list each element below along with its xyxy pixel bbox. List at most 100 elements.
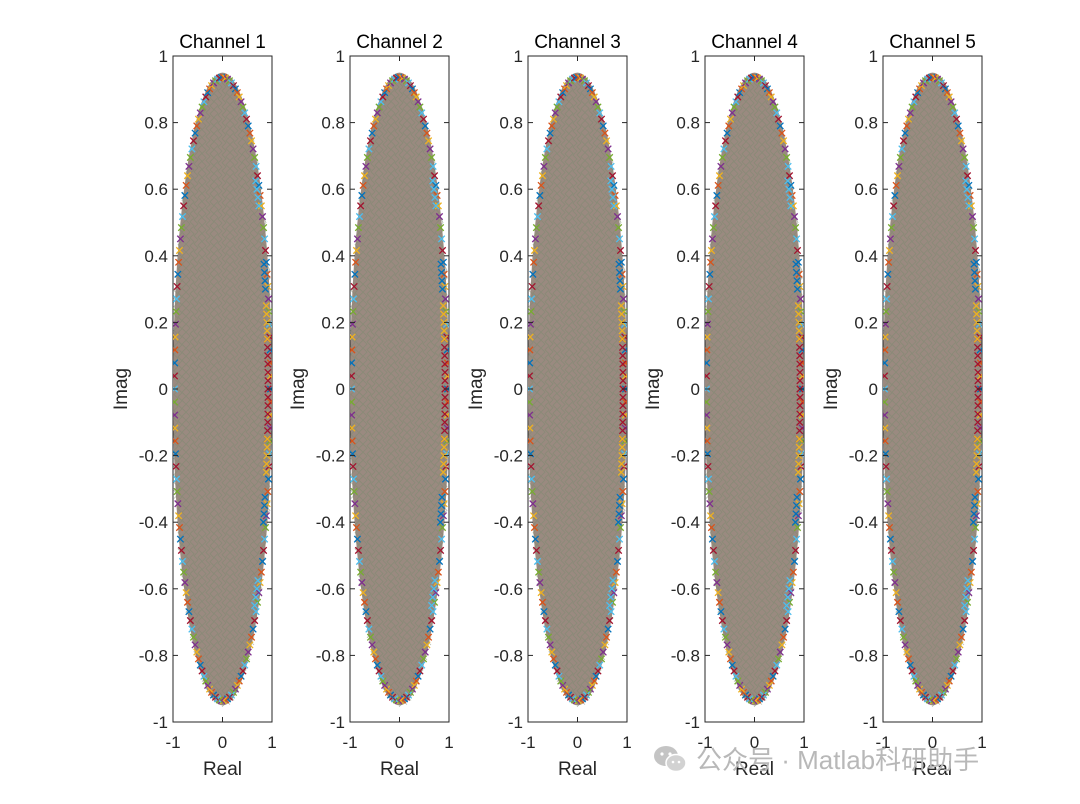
scatter-marker <box>528 462 535 471</box>
scatter-marker <box>430 185 438 193</box>
scatter-marker <box>182 181 190 190</box>
scatter-marker <box>592 672 600 680</box>
scatter-marker <box>888 212 897 221</box>
scatter-marker <box>360 172 369 180</box>
scatter-marker <box>619 410 627 418</box>
scatter-marker <box>266 398 272 406</box>
scatter-marker <box>174 500 182 508</box>
scatter-marker <box>965 202 973 210</box>
scatter-marker <box>898 145 906 153</box>
scatter-marker <box>596 661 604 669</box>
scatter-marker <box>796 418 804 426</box>
scatter-marker <box>705 307 712 316</box>
scatter-marker <box>886 535 895 543</box>
y-tick-label: 0.8 <box>321 114 345 133</box>
scatter-marker <box>528 295 536 303</box>
scatter-marker <box>952 115 961 123</box>
scatter-marker <box>903 122 911 130</box>
scatter-marker <box>796 360 804 368</box>
scatter-marker <box>242 655 251 663</box>
scatter-marker <box>439 310 448 318</box>
y-tick-label: -0.6 <box>139 580 168 599</box>
scatter-marker <box>705 487 713 496</box>
y-tick-label: 1 <box>869 47 878 66</box>
scatter-marker <box>785 172 794 180</box>
scatter-marker <box>795 343 804 352</box>
y-tick-label: -0.6 <box>316 580 345 599</box>
scatter-marker <box>787 588 795 597</box>
scatter-marker <box>927 696 936 705</box>
scatter-marker <box>352 523 361 532</box>
scatter-marker <box>237 98 245 106</box>
scatter-marker <box>793 277 801 285</box>
panel-title: Channel 5 <box>889 32 976 53</box>
scatter-marker <box>734 677 742 685</box>
scatter-marker <box>976 398 982 406</box>
x-tick-label: 1 <box>977 733 986 752</box>
scatter-marker <box>360 598 369 606</box>
x-tick-label: 1 <box>622 733 631 752</box>
scatter-marker <box>963 585 971 593</box>
scatter-marker <box>384 688 393 697</box>
scatter-marker <box>173 372 179 380</box>
scatter-marker <box>597 655 606 663</box>
scatter-marker <box>351 512 360 520</box>
scatter-marker <box>531 535 540 543</box>
scatter-marker <box>354 223 363 232</box>
panel-channel-5: -1 -0.8 -0.6 -0.4 -0.2 0 0.2 0.4 0.6 0.8 1 -1 0 1 Chan… <box>821 32 987 780</box>
scatter-marker <box>912 93 920 101</box>
scatter-marker <box>182 588 190 597</box>
scatter-marker <box>887 223 896 232</box>
scatter-marker <box>609 576 617 585</box>
scatter-marker <box>599 122 607 130</box>
scatter-marker <box>263 426 272 435</box>
scatter-marker <box>957 137 966 145</box>
scatter-marker <box>736 88 744 97</box>
scatter-marker <box>601 641 609 649</box>
scatter-marker <box>901 129 909 137</box>
scatter-marker <box>440 318 448 327</box>
y-tick-label: 0.8 <box>144 114 168 133</box>
scatter-marker <box>262 302 270 310</box>
scatter-marker <box>779 633 788 641</box>
scatter-marker <box>718 616 727 625</box>
scatter-marker <box>559 88 567 97</box>
scatter-marker <box>732 98 740 106</box>
scatter-marker <box>617 310 626 318</box>
x-axis-label: Real <box>203 759 242 780</box>
scatter-marker <box>888 557 897 566</box>
scatter-marker <box>366 633 375 641</box>
scatter-marker <box>795 451 803 460</box>
scatter-marker <box>782 616 791 625</box>
scatter-marker <box>350 307 357 316</box>
scatter-marker <box>781 625 789 633</box>
scatter-marker <box>705 282 713 291</box>
scatter-marker <box>789 202 798 210</box>
scatter-marker <box>726 115 735 123</box>
scatter-marker <box>710 212 719 221</box>
scatter-marker <box>616 285 625 293</box>
scatter-marker <box>533 557 542 566</box>
scatter-marker <box>363 153 372 162</box>
scatter-marker <box>730 667 738 675</box>
scatter-marker <box>796 377 804 385</box>
scatter-marker <box>974 360 982 368</box>
scatter-marker <box>174 270 182 278</box>
scatter-marker <box>207 688 216 697</box>
scatter-marker <box>949 103 957 111</box>
scatter-marker <box>792 510 800 518</box>
scatter-marker <box>893 598 902 606</box>
scatter-marker <box>528 411 534 419</box>
scatter-marker <box>359 181 367 190</box>
scatter-marker <box>264 401 272 410</box>
scatter-marker <box>971 285 980 293</box>
y-tick-label: 0.6 <box>676 180 700 199</box>
scatter-marker <box>941 85 950 93</box>
scatter-marker <box>259 546 268 555</box>
y-tick-label: 0.4 <box>144 247 168 266</box>
y-tick-label: -0.8 <box>849 646 878 665</box>
scatter-marker <box>438 285 447 293</box>
scatter-marker <box>883 398 889 406</box>
scatter-marker <box>914 681 922 690</box>
scatter-marker <box>416 667 424 675</box>
